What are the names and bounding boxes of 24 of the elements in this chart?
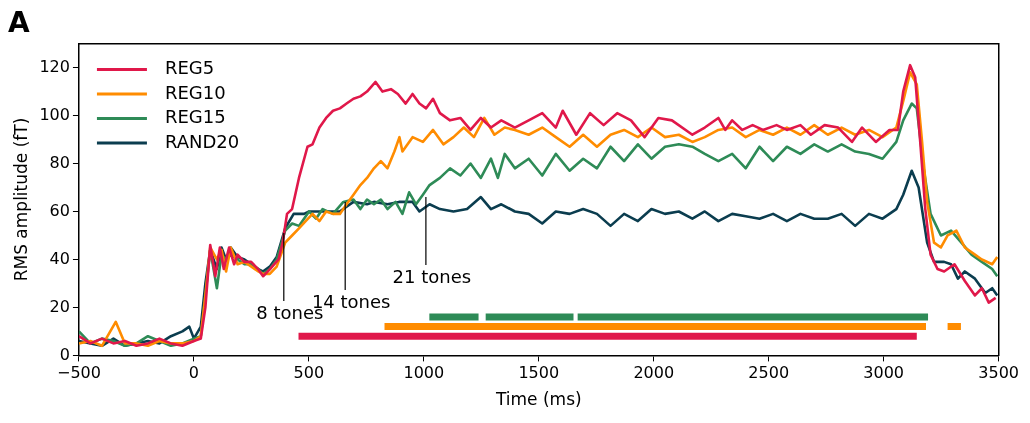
y-tick-label: 80 xyxy=(49,152,70,172)
y-tick-label: 100 xyxy=(39,104,70,124)
x-tick-label: 2500 xyxy=(748,363,790,383)
legend-label: REG15 xyxy=(164,106,226,128)
x-tick-label: 0 xyxy=(188,363,199,383)
legend-label: REG10 xyxy=(164,81,226,103)
x-tick-label: 500 xyxy=(293,363,325,383)
annotation: 21 tones xyxy=(392,265,472,287)
x-axis-title: Time (ms) xyxy=(494,389,582,410)
y-tick-label: 20 xyxy=(49,296,70,316)
x-tick-label: 1500 xyxy=(518,363,560,383)
y-tick-label: 0 xyxy=(59,344,70,364)
y-axis-title: RMS amplitude (fT) xyxy=(10,117,31,282)
y-tick-label: 120 xyxy=(39,56,70,76)
x-tick-label: 3500 xyxy=(978,363,1019,383)
legend-label: RAND20 xyxy=(164,130,240,152)
chart-title: A xyxy=(8,6,30,40)
x-tick-label: −500 xyxy=(56,363,101,383)
x-tick-label: 2000 xyxy=(633,363,675,383)
y-tick-label: 40 xyxy=(49,248,70,268)
legend-label: REG5 xyxy=(164,57,215,79)
x-tick-label: 3000 xyxy=(863,363,905,383)
y-tick-label: 60 xyxy=(49,200,70,220)
x-tick-label: 1000 xyxy=(403,363,445,383)
